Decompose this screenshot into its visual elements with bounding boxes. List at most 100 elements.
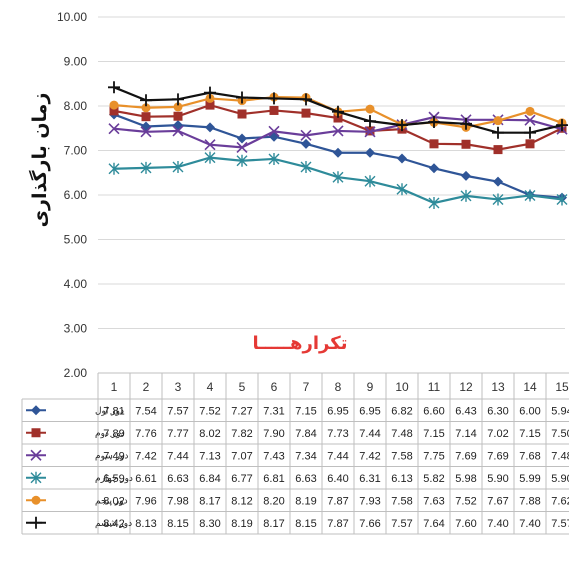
data-label: 7.42 (359, 450, 380, 462)
legend-entry: دور چهارم (26, 471, 133, 484)
data-label: 6.77 (231, 473, 252, 485)
data-point (365, 104, 375, 114)
x-tick-label: 4 (207, 380, 214, 394)
data-label: 5.98 (455, 473, 476, 485)
data-label: 6.63 (295, 473, 316, 485)
data-label: 7.54 (135, 405, 156, 417)
data-label: 5.82 (423, 473, 444, 485)
data-point (332, 171, 344, 184)
y-tick-label: 4.00 (64, 277, 88, 291)
data-label: 7.88 (519, 495, 540, 507)
data-label: 7.57 (391, 518, 412, 530)
data-point (30, 449, 42, 461)
data-label: 6.81 (263, 473, 284, 485)
x-tick-label: 13 (491, 380, 505, 394)
data-point (525, 139, 535, 149)
data-label: 7.07 (231, 450, 252, 462)
data-label: 7.02 (487, 428, 508, 440)
data-label: 6.95 (359, 405, 380, 417)
data-label: 7.87 (327, 518, 348, 530)
data-point (30, 516, 42, 529)
data-point (172, 125, 184, 137)
data-point (396, 119, 408, 132)
data-label: 6.59 (103, 473, 124, 485)
data-point (556, 119, 568, 132)
data-point (237, 133, 247, 144)
data-point (396, 183, 408, 196)
data-label: 7.44 (327, 450, 348, 462)
x-tick-label: 9 (367, 380, 374, 394)
data-label: 7.76 (135, 428, 156, 440)
y-tick-label: 9.00 (64, 55, 88, 69)
data-label: 6.40 (327, 473, 348, 485)
data-point (172, 93, 184, 106)
data-point (300, 160, 312, 173)
data-point (236, 141, 248, 153)
data-label: 7.48 (551, 450, 569, 462)
data-label: 8.17 (199, 495, 220, 507)
data-label: 7.15 (295, 405, 316, 417)
data-label: 6.61 (135, 473, 156, 485)
data-label: 6.60 (423, 405, 444, 417)
data-point (268, 125, 280, 137)
data-point (524, 126, 536, 139)
data-label: 6.00 (519, 405, 540, 417)
data-point (461, 170, 471, 181)
data-label: 7.57 (551, 518, 569, 530)
data-label: 5.90 (551, 473, 569, 485)
data-point (205, 100, 215, 110)
data-point (30, 471, 42, 484)
y-tick-label: 7.00 (64, 144, 88, 158)
y-tick-label: 8.00 (64, 99, 88, 113)
data-label: 8.02 (103, 495, 124, 507)
data-point (141, 112, 151, 122)
series-name: دور چهارم (95, 474, 133, 484)
data-point (332, 105, 344, 118)
data-point (364, 175, 376, 188)
data-point (364, 115, 376, 128)
data-label: 7.64 (423, 518, 444, 530)
data-label: 6.82 (391, 405, 412, 417)
data-point (269, 105, 279, 115)
y-axis-label: زمان بارگذاری (28, 93, 51, 228)
data-label: 8.20 (263, 495, 284, 507)
data-label: 7.63 (423, 495, 444, 507)
data-point (460, 117, 472, 130)
data-label: 7.52 (455, 495, 476, 507)
data-label: 5.99 (519, 473, 540, 485)
data-point (140, 94, 152, 107)
data-point (173, 120, 183, 131)
data-label: 7.15 (519, 428, 540, 440)
data-point (237, 109, 247, 119)
data-label: 6.63 (167, 473, 188, 485)
data-point (428, 197, 440, 210)
data-point (493, 176, 503, 187)
data-label: 7.81 (103, 405, 124, 417)
data-label: 7.48 (391, 428, 412, 440)
data-point (493, 116, 503, 126)
data-point (236, 154, 248, 167)
series-name: دور پنجم (95, 496, 128, 506)
data-label: 6.43 (455, 405, 476, 417)
data-label: 8.30 (199, 518, 220, 530)
data-label: 8.15 (295, 518, 316, 530)
y-tick-label: 6.00 (64, 188, 88, 202)
data-label: 6.13 (391, 473, 412, 485)
data-point (556, 193, 568, 206)
data-label: 7.66 (359, 518, 380, 530)
series-name: دور ششم (95, 519, 132, 529)
data-point (268, 152, 280, 165)
series-name: دور دوم (95, 429, 125, 439)
data-label: 7.34 (295, 450, 316, 462)
data-label: 7.93 (359, 495, 380, 507)
data-label: 7.96 (135, 495, 156, 507)
data-label: 5.94 (551, 405, 569, 417)
data-label: 8.15 (167, 518, 188, 530)
chart-grid (98, 16, 565, 374)
data-point (301, 138, 311, 149)
x-tick-label: 14 (523, 380, 537, 394)
x-tick-label: 7 (303, 380, 310, 394)
data-label: 7.58 (391, 450, 412, 462)
data-label: 7.62 (551, 495, 569, 507)
